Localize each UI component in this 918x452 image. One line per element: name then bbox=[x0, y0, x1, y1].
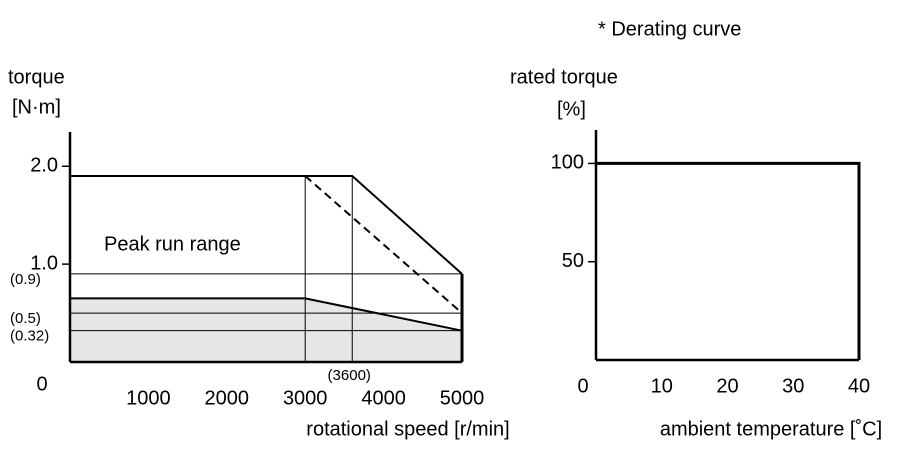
x-axis-label: rotational speed [r/min] bbox=[306, 418, 509, 440]
line bbox=[70, 175, 463, 275]
x-tick-label: 0 bbox=[577, 375, 588, 397]
x-tick-label: 3000 bbox=[283, 387, 328, 409]
y-tick-label: 2.0 bbox=[30, 155, 58, 177]
y-axis-label: [%] bbox=[557, 98, 586, 120]
x-tick-label: 20 bbox=[716, 375, 738, 397]
y-tick-label: (0.32) bbox=[10, 328, 49, 345]
y-tick-label: 0 bbox=[36, 373, 47, 395]
y-tick-label: (0.5) bbox=[10, 310, 41, 327]
y-axis-label: torque bbox=[8, 66, 65, 88]
x-tick-label: 10 bbox=[651, 375, 673, 397]
y-tick-label: (0.9) bbox=[10, 271, 41, 288]
y-tick-label: 50 bbox=[562, 250, 584, 272]
x-tick-label: 30 bbox=[782, 375, 804, 397]
annotation: Peak run range bbox=[104, 233, 241, 255]
line bbox=[70, 297, 463, 332]
y-axis-label: rated torque bbox=[510, 66, 618, 88]
x-tick-label: 4000 bbox=[361, 387, 406, 409]
x-axis-label: ambient temperature [˚C] bbox=[660, 418, 882, 440]
chart-title: * Derating curve bbox=[598, 18, 741, 40]
x-tick-label: (3600) bbox=[328, 367, 371, 384]
line bbox=[596, 161, 861, 360]
y-tick-label: 100 bbox=[551, 152, 584, 174]
x-tick-label: 1000 bbox=[126, 387, 171, 409]
x-tick-label: 40 bbox=[848, 375, 870, 397]
y-tick-label: 1.0 bbox=[30, 252, 58, 274]
x-tick-label: 2000 bbox=[205, 387, 250, 409]
line bbox=[304, 175, 463, 314]
x-tick-label: 5000 bbox=[440, 387, 485, 409]
y-axis-label: [N·m] bbox=[12, 96, 61, 118]
